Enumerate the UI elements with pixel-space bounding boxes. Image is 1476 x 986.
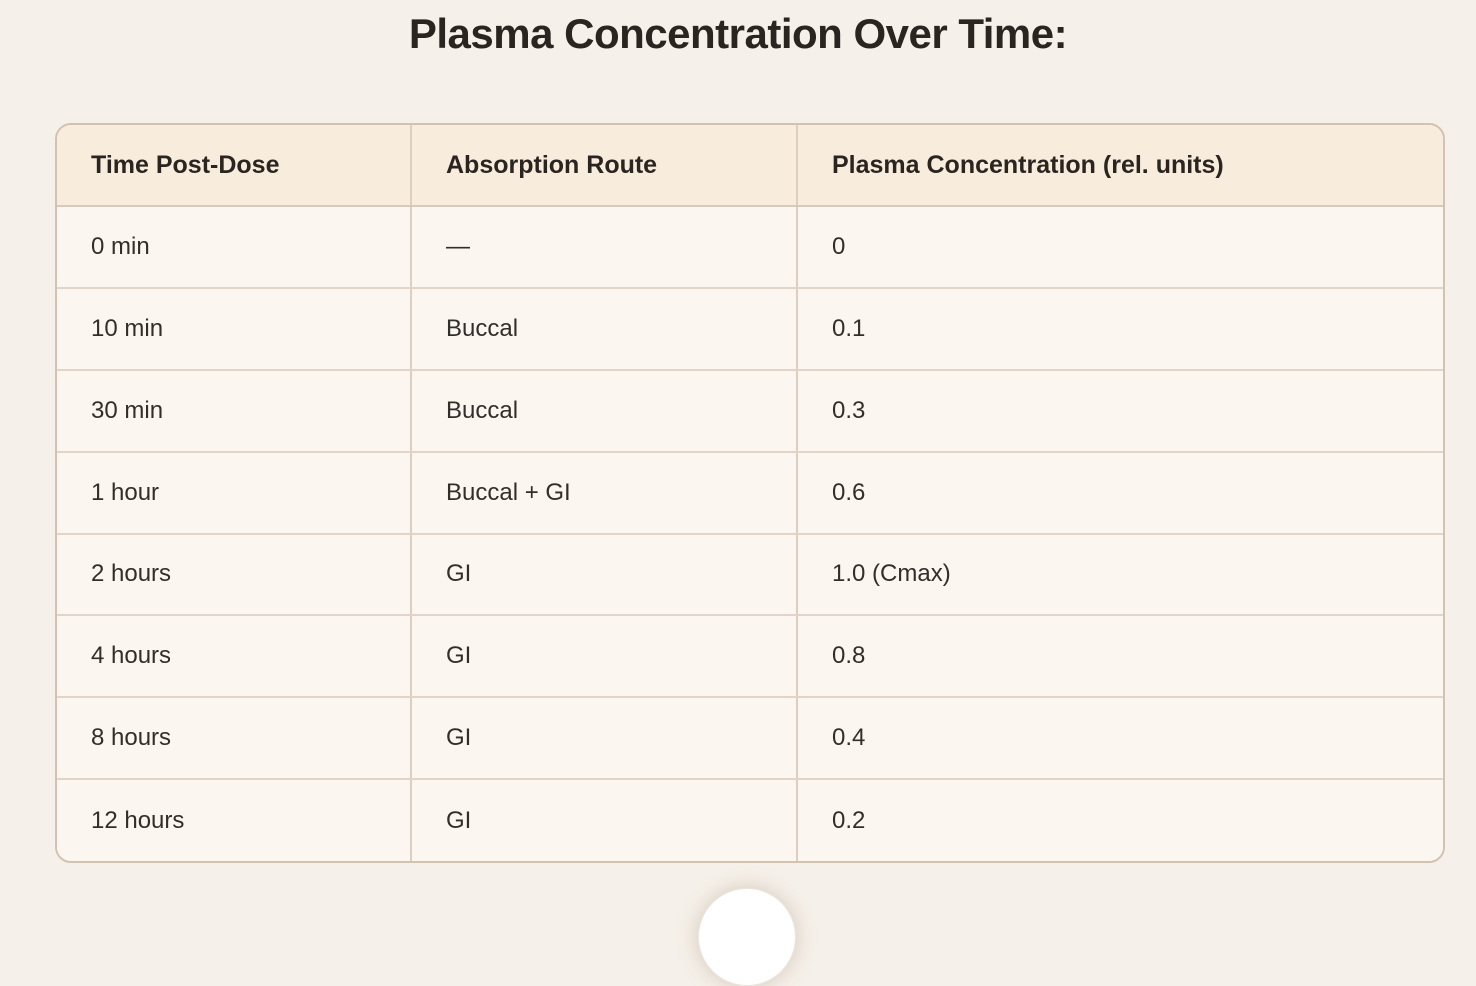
table-cell: GI xyxy=(411,615,798,699)
table-row: 4 hours GI 0.8 xyxy=(57,615,1443,699)
table-row: 12 hours GI 0.2 xyxy=(57,779,1443,861)
table-row: 30 min Buccal 0.3 xyxy=(57,369,1443,453)
table-cell: 0.4 xyxy=(797,697,1443,781)
table-cell: GI xyxy=(411,779,798,861)
table-cell: GI xyxy=(411,533,798,617)
table-cell: 1.0 (Cmax) xyxy=(797,533,1443,617)
table-cell: 0 xyxy=(797,206,1443,289)
column-header-1: Time Post-Dose xyxy=(57,125,412,207)
table-header-row: Time Post-Dose Absorption Route Plasma Con… xyxy=(57,125,1443,207)
table-cell: 30 min xyxy=(57,369,412,453)
table-cell: — xyxy=(411,206,798,289)
column-header-3: Plasma Concentration (rel. units) xyxy=(797,125,1443,207)
page-title: Plasma Concentration Over Time: xyxy=(408,10,1068,57)
table-row: 2 hours GI 1.0 (Cmax) xyxy=(57,533,1443,617)
table-row: 8 hours GI 0.4 xyxy=(57,697,1443,781)
data-table: Time Post-Dose Absorption Route Plasma Con… xyxy=(57,125,1443,861)
plasma-concentration-table: Time Post-Dose Absorption Route Plasma Con… xyxy=(55,123,1445,863)
table-cell: 0.1 xyxy=(797,287,1443,371)
table-cell: 0.8 xyxy=(797,615,1443,699)
table-cell: 2 hours xyxy=(57,533,412,617)
table-row: 0 min —0 xyxy=(57,206,1443,289)
table-cell: Buccal xyxy=(411,287,798,371)
table-row: 1 hour Buccal + GI 0.6 xyxy=(57,451,1443,535)
table-cell: 10 min xyxy=(57,287,412,371)
table-cell: 12 hours xyxy=(57,779,412,861)
table-cell: 0.6 xyxy=(797,451,1443,535)
scroll-down-button[interactable] xyxy=(698,888,796,986)
table-cell: 4 hours xyxy=(57,615,412,699)
column-header-2: Absorption Route xyxy=(411,125,798,207)
table-cell: Buccal + GI xyxy=(411,451,798,535)
table-row: 10 min Buccal 0.1 xyxy=(57,287,1443,371)
table-cell: 0.3 xyxy=(797,369,1443,453)
table-cell: GI xyxy=(411,697,798,781)
table-cell: 0.2 xyxy=(797,779,1443,861)
table-cell: 0 min xyxy=(57,206,412,289)
table-cell: 1 hour xyxy=(57,451,412,535)
table-cell: Buccal xyxy=(411,369,798,453)
table-cell: 8 hours xyxy=(57,697,412,781)
